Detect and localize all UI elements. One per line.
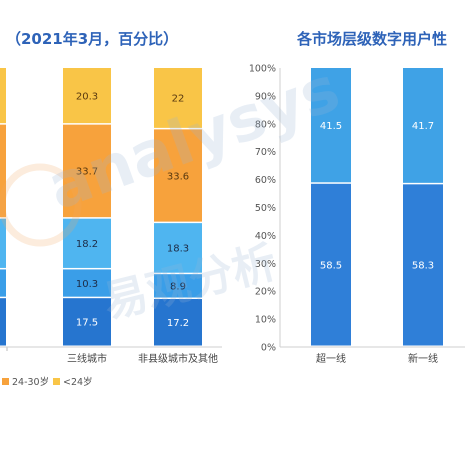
bar-segment (154, 68, 202, 128)
bar-segment-partial (0, 218, 6, 268)
y-tick-label: 10% (255, 315, 276, 326)
bar-segment (63, 218, 111, 268)
y-tick-label: 60% (255, 175, 276, 186)
category-label: 三线城市 (67, 352, 107, 365)
data-label: 58.3 (412, 261, 434, 272)
bar-segment-partial (0, 124, 6, 218)
y-tick-label: 90% (255, 91, 276, 102)
data-label: 18.3 (167, 244, 189, 255)
bar-segment (154, 299, 202, 346)
y-tick-label: 40% (255, 231, 276, 242)
category-label: 新一线 (408, 352, 438, 365)
bar-segment (63, 269, 111, 297)
data-label: 17.2 (167, 318, 189, 329)
category-label: 超一线 (316, 352, 346, 365)
y-tick-label: 70% (255, 147, 276, 158)
data-label: 8.9 (170, 282, 186, 293)
y-tick-label: 20% (255, 287, 276, 298)
y-tick-label: 80% (255, 119, 276, 130)
data-label: 18.2 (76, 239, 98, 250)
data-label: 33.6 (167, 171, 189, 182)
data-label: 58.5 (320, 260, 342, 271)
y-tick-label: 30% (255, 259, 276, 270)
legend-swatch (53, 378, 60, 385)
data-label: 10.3 (76, 279, 98, 290)
bar-segment (311, 183, 351, 346)
category-label: 非县级城市及其他 (138, 352, 218, 365)
bar-segment (403, 184, 443, 346)
bar-segment (63, 298, 111, 346)
bar-segment (63, 124, 111, 218)
data-label: 41.7 (412, 121, 434, 132)
bar-segment-partial (0, 269, 6, 297)
bar-segment-partial (0, 298, 6, 346)
left-chart-title: （2021年3月，百分比） (6, 30, 179, 48)
data-label: 33.7 (76, 167, 98, 178)
legend-swatch (2, 378, 9, 385)
y-tick-label: 100% (249, 64, 276, 75)
y-tick-label: 50% (255, 203, 276, 214)
legend-label: <24岁 (63, 376, 93, 388)
data-label: 41.5 (320, 121, 342, 132)
bar-segment (154, 129, 202, 222)
bar-segment-partial (0, 68, 6, 124)
y-tick-label: 0% (261, 343, 276, 354)
watermark-ring-icon (0, 163, 82, 247)
bar-segment (154, 223, 202, 273)
bar-segment (154, 274, 202, 298)
data-label: 17.5 (76, 318, 98, 329)
data-label: 20.3 (76, 91, 98, 102)
data-label: 22 (172, 94, 185, 105)
bar-segment (403, 68, 443, 183)
legend-label: 24-30岁 (12, 376, 49, 388)
right-chart-title: 各市场层级数字用户性 (297, 30, 448, 48)
bar-segment (63, 68, 111, 124)
bar-segment (311, 68, 351, 183)
